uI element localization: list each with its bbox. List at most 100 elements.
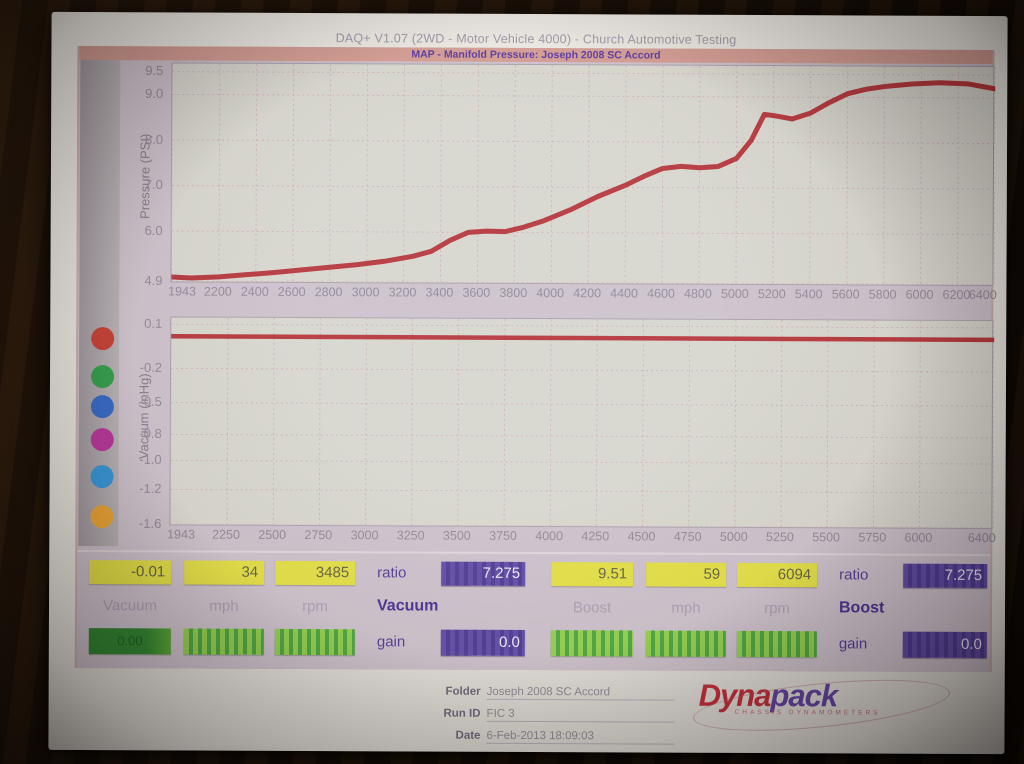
x-tick-label: 5000: [720, 286, 749, 301]
ratio-label: ratio: [839, 566, 869, 584]
gain-label: gain: [376, 633, 406, 651]
run-id-value: FIC 3: [486, 707, 675, 723]
mph-meter-bar: [645, 630, 726, 657]
x-tick-label: 4200: [573, 286, 602, 301]
x-tick-label: 1943: [167, 527, 195, 542]
boost-section-label: Boost: [838, 599, 885, 617]
x-tick-label: 4000: [536, 286, 565, 301]
x-tick-label: 5000: [719, 529, 748, 544]
rpm-value-box: 3485: [275, 560, 356, 586]
dynapack-wordmark: Dynapack: [698, 677, 838, 714]
vacuum-readout-group: -0.01 34 3485 ratio 7.275 Vacuum mph rpm…: [88, 552, 530, 670]
x-tick-label: 3600: [462, 285, 491, 300]
pressure-y-axis: 9.5 9.0 8.0 7.0 6.0 4.9: [118, 62, 167, 288]
folder-row: Folder Joseph 2008 SC Accord: [429, 686, 675, 701]
legend-dots: [78, 60, 121, 547]
x-tick-label: 4400: [610, 286, 639, 301]
mph-field-label: mph: [671, 599, 701, 617]
mph-value-box: 34: [184, 560, 265, 585]
y-tick-label: -0.5: [139, 393, 162, 409]
x-tick-label: 2800: [314, 285, 343, 300]
boost-value-box: 9.51: [551, 562, 634, 587]
legend-dot: [90, 395, 114, 419]
y-tick-label: 9.5: [145, 63, 164, 79]
boost-readout-group: 9.51 59 6094 ratio 7.275 Boost mph rpm B…: [550, 554, 992, 672]
vacuum-chart: [170, 317, 995, 531]
rpm-value-box: 6094: [737, 562, 818, 588]
vacuum-section-label: Vacuum: [376, 597, 439, 615]
x-tick-label: 4250: [581, 529, 610, 544]
pressure-plot-area: [170, 62, 996, 288]
readout-panel: -0.01 34 3485 ratio 7.275 Vacuum mph rpm…: [76, 550, 992, 673]
pressure-chart: [171, 63, 996, 288]
y-tick-label: 9.0: [145, 85, 164, 101]
x-tick-label: 4000: [535, 529, 564, 544]
report-title: DAQ+ V1.07 (2WD - Motor Vehicle 4000) - …: [335, 31, 737, 47]
vacuum-plot-area: [169, 316, 995, 531]
x-tick-label: 6000: [905, 287, 934, 302]
y-tick-label: -0.8: [139, 425, 162, 441]
boost-meter-bar: [550, 630, 633, 657]
y-tick-label: -1.2: [139, 480, 162, 496]
legend-dot: [90, 365, 115, 389]
folder-label: Folder: [445, 685, 481, 698]
x-tick-label: 3000: [351, 285, 380, 300]
y-tick-label: -1.6: [138, 515, 162, 531]
run-id-label: Run ID: [443, 707, 481, 720]
y-tick-label: 6.0: [144, 222, 163, 238]
pressure-x-axis: 1943 2200 2400 2600 2800 3000 3200 3400 3600 3800…: [168, 284, 997, 304]
mph-value-box: 59: [646, 562, 727, 587]
x-tick-label: 5250: [766, 530, 794, 545]
vacuum-x-axis: 1943 2250 2500 2750 3000 3250 3500 3750 4000 4250…: [167, 527, 996, 547]
x-tick-label: 4750: [673, 529, 702, 544]
legend-dot: [90, 465, 114, 489]
vacuum-meter-bar: 0.00: [88, 628, 171, 655]
chart-subtitle: MAP - Manifold Pressure: Joseph 2008 SC …: [411, 48, 661, 62]
x-tick-label: 3200: [388, 285, 417, 300]
x-tick-label: 5600: [831, 287, 860, 302]
x-tick-label: 3500: [442, 528, 471, 543]
x-tick-label: 4800: [684, 286, 712, 301]
y-tick-label: 7.0: [144, 176, 163, 192]
x-tick-label: 3250: [396, 528, 425, 543]
rpm-field-label: rpm: [302, 598, 328, 616]
vacuum-field-label: Vacuum: [103, 597, 158, 615]
ratio-value-box: 7.275: [441, 561, 526, 586]
x-tick-label: 4500: [627, 529, 656, 544]
mph-meter-bar: [183, 628, 264, 655]
boost-field-label: Boost: [572, 599, 612, 617]
x-tick-label: 5500: [812, 530, 841, 545]
rpm-meter-bar: [736, 630, 817, 658]
y-tick-label: 0.1: [144, 315, 163, 331]
y-tick-label: -0.2: [139, 359, 163, 375]
x-tick-label: 5200: [757, 287, 786, 302]
x-tick-label: 6200: [942, 287, 971, 302]
x-tick-label: 2250: [212, 527, 240, 542]
x-tick-label: 4600: [647, 286, 675, 301]
y-tick-label: 4.9: [144, 272, 163, 288]
rpm-meter-bar: [274, 628, 355, 656]
legend-dot: [90, 428, 114, 452]
x-tick-label: 2200: [203, 284, 232, 299]
date-row: Date 6-Feb-2013 18:09:03: [428, 729, 675, 745]
rpm-field-label: rpm: [764, 600, 790, 618]
chart-header-band: MAP - Manifold Pressure: Joseph 2008 SC …: [79, 46, 993, 65]
legend-dot: [91, 327, 115, 351]
printed-report-page: DAQ+ V1.07 (2WD - Motor Vehicle 4000) - …: [48, 11, 1008, 755]
x-tick-label: 3400: [425, 285, 454, 300]
x-tick-label: 2500: [258, 527, 287, 542]
x-tick-label: 2600: [277, 284, 306, 300]
ratio-label: ratio: [377, 564, 407, 582]
x-tick-label: 5400: [794, 287, 823, 302]
gain-value-box: 0.0: [902, 631, 987, 659]
date-value: 6-Feb-2013 18:09:03: [486, 729, 675, 745]
run-id-row: Run ID FIC 3: [429, 708, 675, 723]
x-tick-label: 3000: [350, 528, 379, 543]
vacuum-y-axis: 0.1 -0.2 -0.5 -0.8 -1.0 -1.2 -1.6: [117, 315, 166, 531]
x-tick-label: 1943: [168, 284, 197, 299]
x-tick-label: 6000: [904, 530, 933, 545]
dynapack-tagline: CHASSIS DYNAMOMETERS: [734, 708, 881, 717]
x-tick-label: 5750: [858, 530, 887, 545]
x-tick-label: 3800: [499, 285, 528, 300]
